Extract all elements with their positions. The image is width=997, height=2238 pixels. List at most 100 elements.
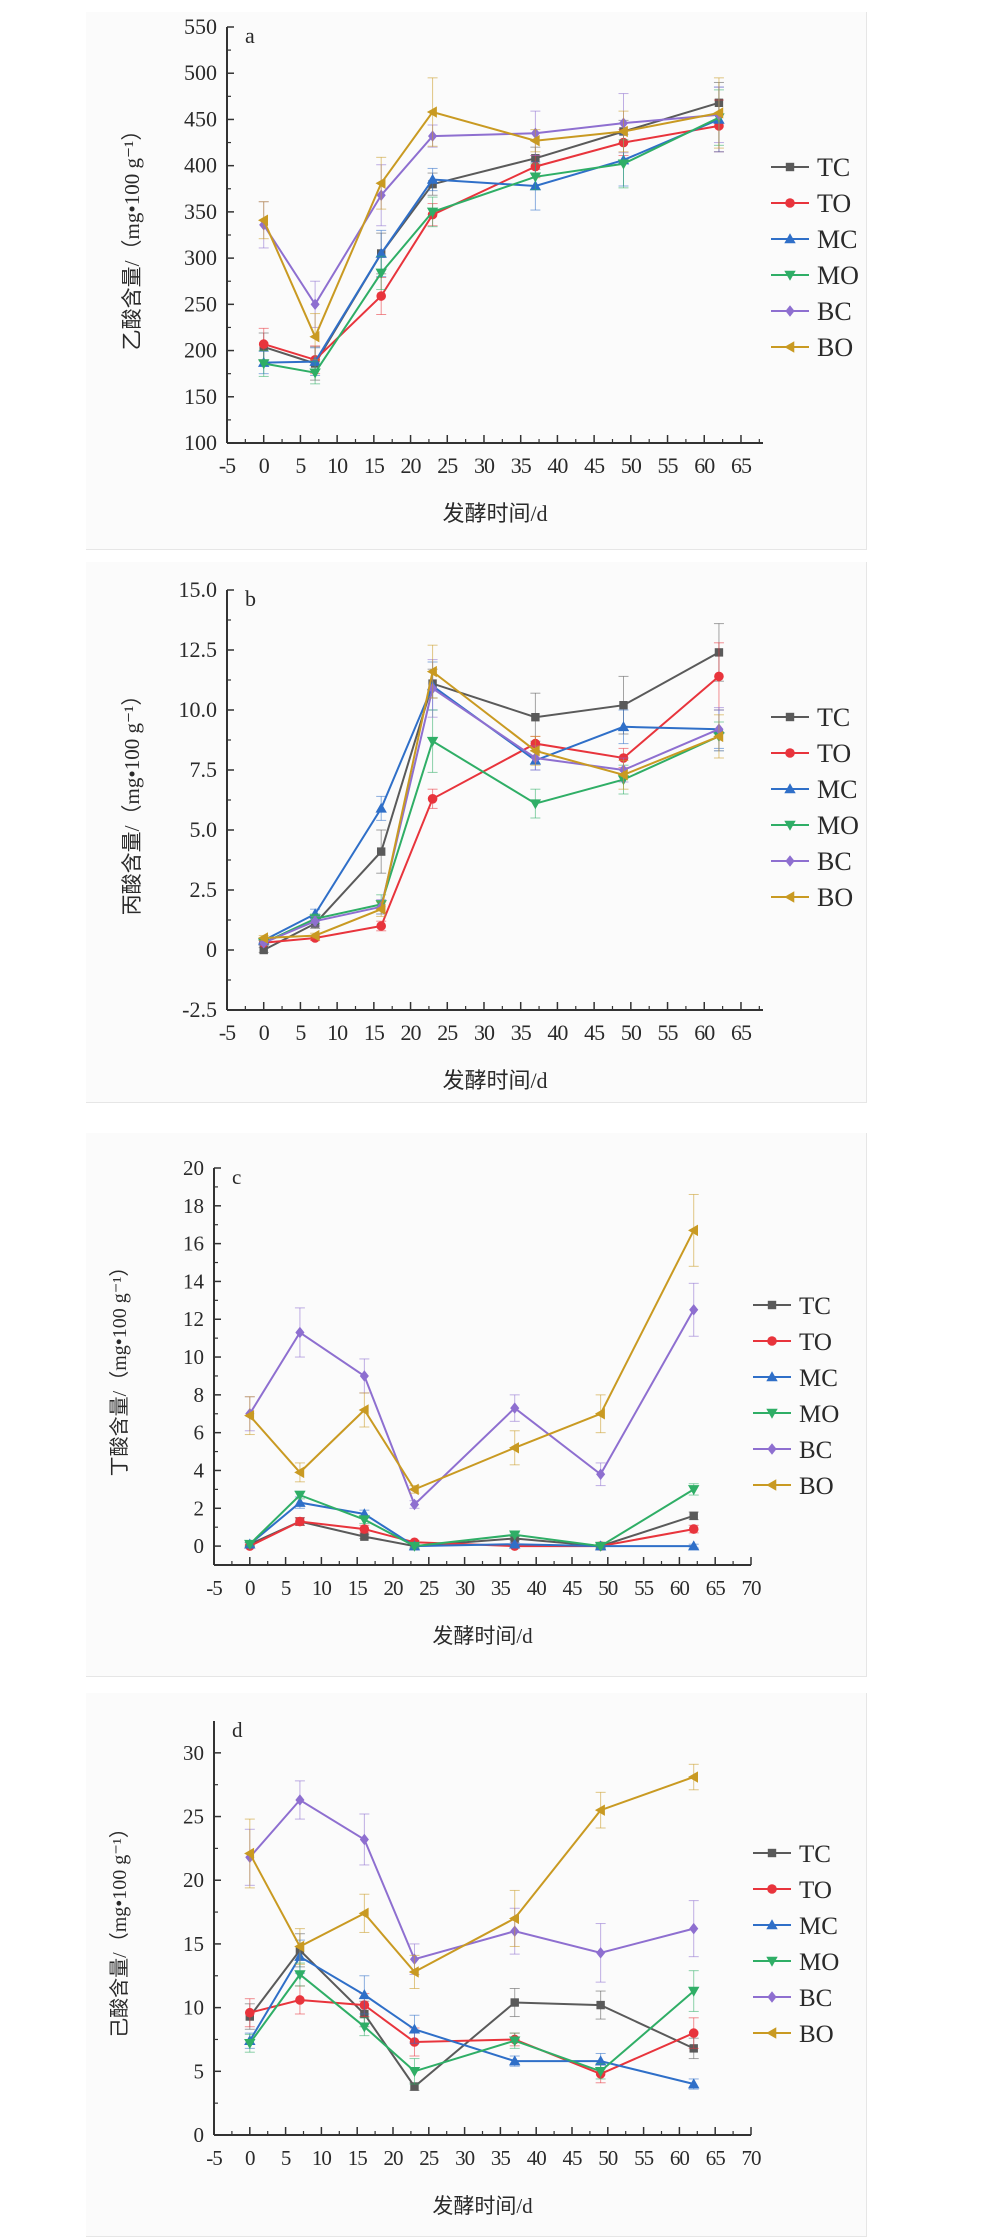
legend-item-tc: TC [753,1841,831,1868]
y-tick-label: 150 [184,384,217,409]
y-tick-label: 10.0 [179,697,218,722]
data-point [617,721,630,732]
data-point [617,769,628,781]
legend-label: MC [799,1913,838,1940]
data-point [309,330,320,343]
legend-marker [785,198,795,208]
legend-item-mc: MC [771,225,857,254]
data-point [689,1511,698,1521]
series-line-tc [249,1948,695,2089]
data-point [376,847,386,856]
legend-label: TO [817,189,851,218]
x-tick-label: 20 [384,1576,404,1600]
x-tick-label: 65 [706,2146,726,2170]
series-tc [244,1933,699,2091]
x-tick-label: 65 [731,1020,752,1045]
y-tick-label: 8 [194,1383,205,1407]
data-point [310,298,320,311]
y-tick-label: 2 [194,1496,205,1520]
x-tick-label: 10 [327,453,348,478]
series-tc [258,81,724,381]
y-tick-label: 400 [184,153,217,178]
data-point [376,921,386,931]
series-line-to [263,124,720,361]
data-point [427,794,438,804]
data-point [294,1466,305,1479]
series-line-bc [262,113,719,307]
series-tc [258,623,724,955]
data-point [358,1907,369,1920]
x-tick-label: 70 [742,1576,762,1600]
x-tick-label: 30 [474,1020,495,1045]
x-tick-label: 25 [437,1020,458,1045]
legend-label: BO [799,1473,834,1500]
x-tick-label: 40 [547,453,568,478]
data-point [594,1408,605,1420]
x-tick-label: -5 [206,1576,222,1600]
data-point [358,1515,371,1526]
data-point [295,1516,305,1527]
x-tick-label: 55 [634,2146,654,2170]
series-line-to [249,1998,695,2075]
x-tick-label: 30 [474,453,495,478]
data-point [594,2067,607,2078]
x-tick-label: 55 [658,453,679,478]
legend-label: MO [799,1401,839,1428]
series-mo [244,1962,700,2085]
y-tick-label: 450 [184,106,217,131]
y-tick-label: 550 [184,14,217,39]
data-point [617,125,628,138]
y-tick-label: 20 [183,1868,204,1892]
y-tick-label: 0 [206,937,217,962]
data-point [619,701,628,710]
data-point [713,107,724,119]
x-tick-label: -5 [206,2146,222,2170]
legend-marker [766,1956,778,1967]
y-tick-label: 12 [183,1307,204,1331]
data-point [596,2000,605,2010]
data-point [295,1995,305,2005]
chart-a: a 100 150 200 250 300 350 400 450 500 550 -5 0 5 10 15 2… [120,14,859,526]
x-tick-label: 0 [245,2146,255,2170]
legend-label: MO [817,811,859,840]
legend-item-to: TO [771,739,851,768]
x-tick-label: 35 [511,453,532,478]
legend-marker [767,1991,777,2003]
data-point [409,1498,420,1511]
x-tick-label: -5 [219,1020,236,1045]
y-tick-label: 350 [184,199,217,224]
series-to [258,99,724,375]
x-tick-label: 20 [384,2146,404,2170]
y-tick-label: 7.5 [190,757,218,782]
data-point [594,1541,607,1552]
x-tick-label: 55 [658,1020,679,1045]
series-line-bc [248,1309,695,1507]
data-point [358,1404,369,1416]
series-line-bo [262,110,720,340]
legend-marker [767,1300,777,1310]
legend-label: BC [799,1437,832,1464]
legend-marker [784,891,795,903]
x-tick-label: 0 [259,1020,270,1045]
data-point [688,1540,700,1551]
series-bc [244,1282,699,1511]
x-tick-label: 15 [364,1020,385,1045]
data-point [244,2039,256,2049]
legend-item-bo: BO [753,1473,834,1500]
data-point [510,1998,519,2007]
series-bo [258,77,724,361]
legend-item-mo: MO [771,261,859,290]
x-tick-label: 15 [364,453,385,478]
series-line-bc [249,1798,694,1961]
x-tick-label: 20 [401,453,422,478]
data-point [294,1970,306,1981]
x-tick-label: 15 [348,1576,368,1600]
legend-label: TC [799,1293,831,1320]
legend-item-mo: MO [753,1949,839,1976]
data-point [358,2022,371,2033]
y-tick-label: 0 [194,1534,205,1558]
y-tick-label: 4 [194,1458,205,1482]
data-point [529,172,542,183]
data-point [294,1496,306,1507]
legend-label: TC [817,703,850,732]
